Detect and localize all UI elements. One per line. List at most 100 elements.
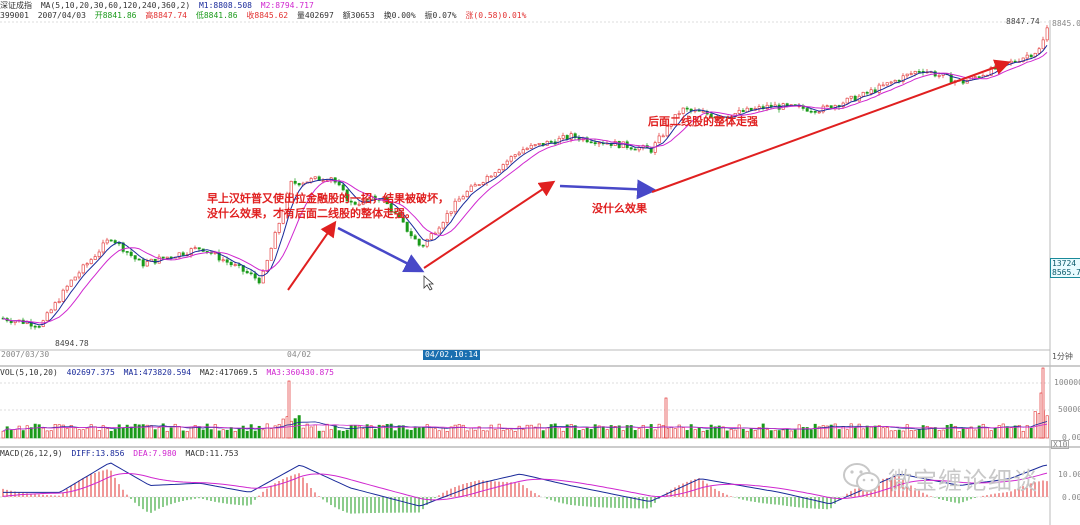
candle bbox=[285, 193, 289, 212]
volume-bar bbox=[57, 424, 61, 439]
candle bbox=[565, 135, 569, 140]
candle bbox=[341, 184, 345, 191]
volume-bar bbox=[529, 424, 533, 439]
candle bbox=[633, 148, 637, 151]
period-label[interactable]: 1分钟 bbox=[1052, 352, 1073, 361]
candle bbox=[845, 97, 849, 104]
volume-bar bbox=[401, 425, 405, 439]
candle bbox=[913, 71, 917, 74]
volume-bar bbox=[817, 426, 821, 439]
volume-bar bbox=[633, 430, 637, 439]
volume-bar bbox=[177, 426, 181, 439]
volume-bar bbox=[53, 424, 57, 439]
m2-value: M2:8794.717 bbox=[260, 1, 314, 10]
candle bbox=[681, 107, 685, 114]
volume-bar bbox=[1, 430, 5, 439]
volume-bar bbox=[117, 424, 121, 439]
header-line-2: 399001 2007/04/03 开8841.86 高8847.74 低884… bbox=[0, 11, 530, 21]
mouse-cursor-icon bbox=[423, 275, 435, 291]
ma-spec: MA(5,10,20,30,60,120,240,360,2) bbox=[40, 1, 191, 10]
volume-bar bbox=[977, 425, 981, 439]
macd-header: MACD(26,12,9) DIFF:13.856 DEA:7.980 MACD… bbox=[0, 449, 242, 459]
candle bbox=[621, 141, 625, 149]
volume-header: VOL(5,10,20) 402697.375 MA1:473820.594 M… bbox=[0, 368, 338, 378]
volume-bar bbox=[785, 428, 789, 439]
candle bbox=[321, 180, 325, 182]
volume-bar bbox=[97, 430, 101, 439]
candle bbox=[273, 232, 277, 249]
candle bbox=[741, 109, 745, 113]
volume-bar bbox=[745, 430, 749, 439]
volume-bar bbox=[253, 430, 257, 439]
candle bbox=[1029, 54, 1033, 58]
candle bbox=[297, 183, 301, 186]
volume-bar bbox=[949, 423, 953, 439]
volume-ma3: MA3:360430.875 bbox=[266, 368, 334, 377]
annotation-morning-line1: 早上汉奸普又使出拉金融股的一招，结果被破坏， bbox=[207, 192, 449, 205]
volume-spike bbox=[664, 397, 668, 439]
candle bbox=[141, 259, 145, 267]
candle bbox=[409, 231, 413, 237]
volume-label: VOL(5,10,20) bbox=[0, 368, 58, 377]
volume-bar bbox=[25, 425, 29, 439]
candle bbox=[417, 238, 421, 246]
price-box-value: 8565.70 bbox=[1052, 268, 1080, 277]
volume-bar bbox=[33, 423, 37, 439]
volume-bar bbox=[973, 429, 977, 439]
candle bbox=[677, 113, 681, 115]
volume-bar bbox=[945, 425, 949, 439]
volume-bar bbox=[341, 430, 345, 439]
volume-bar bbox=[829, 424, 833, 439]
candle bbox=[105, 239, 109, 244]
candle bbox=[153, 258, 157, 264]
volume-ma1: MA1:473820.594 bbox=[123, 368, 192, 377]
volume-bar bbox=[361, 428, 365, 439]
volume-bar bbox=[573, 425, 577, 439]
volume-bar bbox=[61, 424, 65, 439]
volume-bar bbox=[17, 425, 21, 439]
annotation-second-line: 后面二线股的整体走强 bbox=[648, 115, 758, 128]
candle bbox=[473, 184, 477, 187]
volume-bar bbox=[85, 427, 89, 439]
volume-bar bbox=[1001, 423, 1005, 439]
index-name: 深证成指 bbox=[0, 1, 32, 10]
candle bbox=[45, 312, 49, 322]
volume-bar bbox=[717, 425, 721, 439]
volume-bar bbox=[773, 429, 777, 439]
candle bbox=[389, 203, 393, 213]
volume-bar bbox=[413, 426, 417, 439]
candle bbox=[881, 84, 885, 87]
volume-bar bbox=[857, 423, 861, 439]
volume-bar bbox=[333, 425, 337, 439]
candle bbox=[145, 261, 149, 267]
macd-diff: DIFF:13.856 bbox=[71, 449, 125, 458]
candle bbox=[465, 191, 469, 197]
ma2-line bbox=[2, 52, 1048, 324]
volume-bar bbox=[569, 424, 573, 439]
volume-bar bbox=[425, 424, 429, 439]
candle bbox=[161, 256, 165, 259]
volume-bar bbox=[677, 424, 681, 439]
volume-bar bbox=[709, 424, 713, 439]
candle bbox=[193, 247, 197, 249]
volume-bar bbox=[801, 427, 805, 439]
arrow-blue-2 bbox=[559, 179, 657, 200]
candle bbox=[245, 271, 249, 274]
volume-bar bbox=[869, 426, 873, 439]
volume-bar bbox=[889, 430, 893, 439]
candle bbox=[509, 156, 513, 162]
volume-bar bbox=[369, 425, 373, 439]
volume-bar bbox=[161, 423, 165, 439]
candle bbox=[609, 142, 613, 146]
volume-bar bbox=[653, 429, 657, 439]
candle bbox=[269, 248, 273, 261]
candle bbox=[121, 242, 125, 252]
macd-dea-line bbox=[2, 472, 1048, 501]
candle bbox=[393, 211, 397, 214]
volume-bar bbox=[93, 426, 97, 439]
volume-bar bbox=[797, 424, 801, 439]
volume-bar bbox=[669, 426, 673, 439]
volume-bar bbox=[5, 426, 9, 439]
volume-bar bbox=[1025, 425, 1029, 439]
